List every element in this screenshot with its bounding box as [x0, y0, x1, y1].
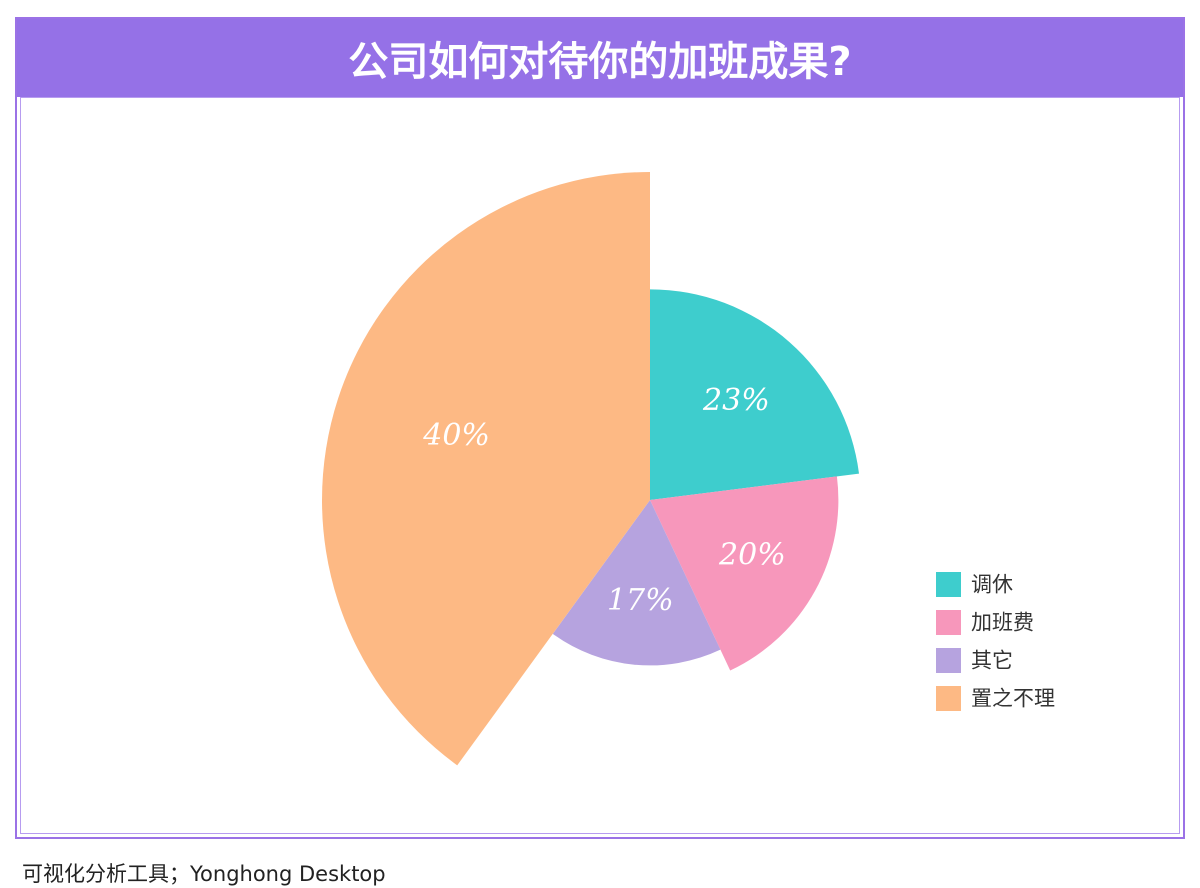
legend-item-1[interactable]: 调休 [936, 572, 1013, 597]
footer-credit: 可视化分析工具；Yonghong Desktop [22, 862, 386, 886]
legend-swatch [936, 572, 961, 597]
legend-item-3[interactable]: 其它 [936, 648, 1013, 673]
chart-title: 公司如何对待你的加班成果? [348, 39, 852, 85]
chart-area-border [20, 97, 1180, 834]
slice-label-4: 40% [422, 418, 490, 453]
slice-label-3: 17% [607, 583, 674, 618]
slice-label-1: 23% [702, 383, 770, 418]
legend-label: 调休 [971, 573, 1013, 597]
legend-swatch [936, 686, 961, 711]
slice-label-2: 20% [718, 537, 786, 572]
legend-swatch [936, 648, 961, 673]
slice-4[interactable] [322, 172, 650, 766]
legend-label: 加班费 [971, 611, 1034, 635]
title-bar: 公司如何对待你的加班成果? [17, 19, 1183, 97]
slice-1[interactable] [650, 289, 860, 500]
slice-2[interactable] [650, 476, 839, 671]
legend-label: 置之不理 [971, 687, 1055, 711]
legend-item-2[interactable]: 加班费 [936, 610, 1034, 635]
chart-frame: 公司如何对待你的加班成果? [15, 17, 1185, 839]
legend-label: 其它 [971, 649, 1013, 673]
legend-swatch [936, 610, 961, 635]
legend-item-4[interactable]: 置之不理 [936, 686, 1055, 711]
slice-3[interactable] [552, 500, 721, 666]
